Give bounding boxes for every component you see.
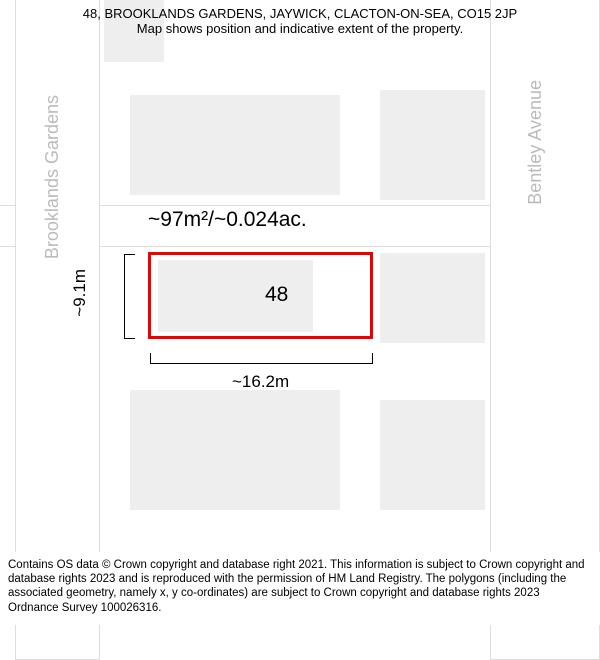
map-subtitle: Map shows position and indicative extent… [10, 21, 590, 36]
map-canvas: Brooklands Gardens Bentley Avenue ~97m²/… [0, 40, 600, 535]
property-highlight-box [148, 252, 373, 339]
area-measurement-label: ~97m²/~0.024ac. [148, 208, 307, 232]
parcel [380, 400, 485, 510]
height-dimension-label: ~9.1m [70, 269, 90, 317]
parcel [130, 95, 340, 195]
property-address-title: 48, BROOKLANDS GARDENS, JAYWICK, CLACTON… [10, 6, 590, 21]
copyright-footer: Contains OS data © Crown copyright and d… [0, 552, 600, 626]
property-number-label: 48 [265, 283, 288, 307]
width-dimension-bracket [150, 363, 373, 364]
parcel [130, 390, 340, 510]
height-dimension-bracket [124, 254, 125, 339]
parcel [380, 253, 485, 343]
width-dimension-label: ~16.2m [232, 372, 289, 392]
header: 48, BROOKLANDS GARDENS, JAYWICK, CLACTON… [0, 0, 600, 40]
road-label-brooklands: Brooklands Gardens [42, 95, 63, 259]
parcel [380, 90, 485, 200]
road-label-bentley: Bentley Avenue [525, 80, 546, 205]
